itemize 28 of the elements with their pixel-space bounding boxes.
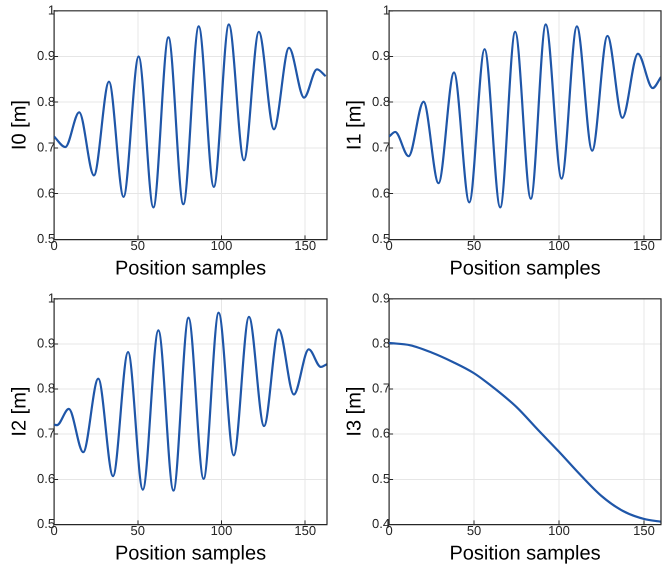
x-tick-label: 100 (210, 522, 232, 538)
y-axis-title: I3 [m] (344, 386, 366, 437)
line-series (54, 312, 327, 492)
x-tick-label: 50 (466, 238, 482, 253)
line-series (389, 342, 661, 523)
x-tick-label: 150 (633, 238, 655, 253)
y-tick-label: 0.7 (36, 140, 56, 155)
x-axis-title: Position samples (449, 258, 601, 280)
y-axis-title: I0 [m] (8, 100, 31, 150)
y-tick-label: 0.7 (372, 380, 390, 396)
x-axis-title: Position samples (114, 258, 266, 280)
x-tick-label: 50 (130, 238, 146, 253)
x-tick-label: 150 (294, 238, 316, 253)
y-axis-title: I1 [m] (344, 100, 366, 150)
y-axis-title: I2 [m] (8, 386, 31, 437)
x-tick-label: 100 (548, 522, 570, 538)
x-tick-label: 150 (294, 522, 316, 538)
x-axis-title: Position samples (114, 542, 266, 565)
x-tick-label: 50 (130, 522, 146, 538)
x-tick-label: 50 (466, 522, 482, 538)
y-tick-label: 0.7 (36, 426, 56, 441)
x-tick-label: 100 (210, 238, 232, 253)
x-axis-title: Position samples (449, 542, 601, 565)
x-tick-label: 100 (548, 238, 570, 253)
line-series (389, 23, 661, 208)
line-series (54, 23, 327, 208)
x-tick-label: 150 (633, 522, 655, 538)
y-tick-label: 0.7 (372, 140, 390, 155)
